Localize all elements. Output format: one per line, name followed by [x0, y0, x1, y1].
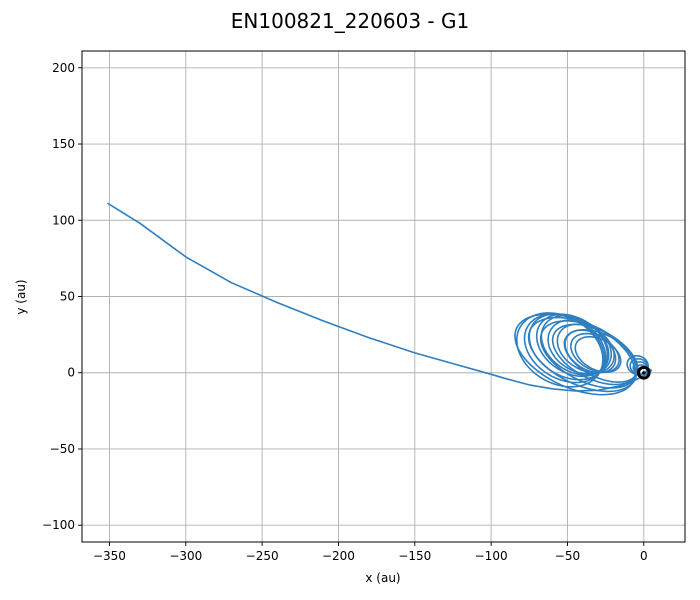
y-tick-label: −50: [50, 442, 75, 456]
orbit-loop: [563, 329, 639, 383]
x-tick-label: −300: [169, 549, 202, 563]
x-tick-label: −150: [398, 549, 431, 563]
y-tick-label: 100: [52, 213, 75, 227]
y-tick-label: 200: [52, 61, 75, 75]
central-body-dot: [642, 371, 646, 375]
plot-area: [107, 202, 653, 396]
x-tick-label: −50: [555, 549, 580, 563]
x-tick-label: −250: [246, 549, 279, 563]
x-tick-label: −200: [322, 549, 355, 563]
x-axis-label: x (au): [365, 571, 400, 585]
orbit-loop: [574, 336, 622, 373]
x-tick-label: −100: [475, 549, 508, 563]
x-tick-label: −350: [93, 549, 126, 563]
y-tick-label: 50: [60, 290, 75, 304]
y-tick-label: 150: [52, 137, 75, 151]
grid: [82, 51, 685, 542]
y-tick-label: −100: [42, 518, 75, 532]
orbit-loop: [556, 323, 615, 374]
y-tick-label: 0: [67, 366, 75, 380]
central-body-marker: [636, 365, 651, 380]
axis-ticks: −350 −300 −250 −200 −150 −100 −50 0 −100 −50 0 50 10…: [42, 61, 648, 563]
x-tick-label: 0: [640, 549, 648, 563]
y-axis-label: y (au): [14, 279, 28, 314]
chart-title: EN100821_220603 - G1: [231, 9, 469, 33]
